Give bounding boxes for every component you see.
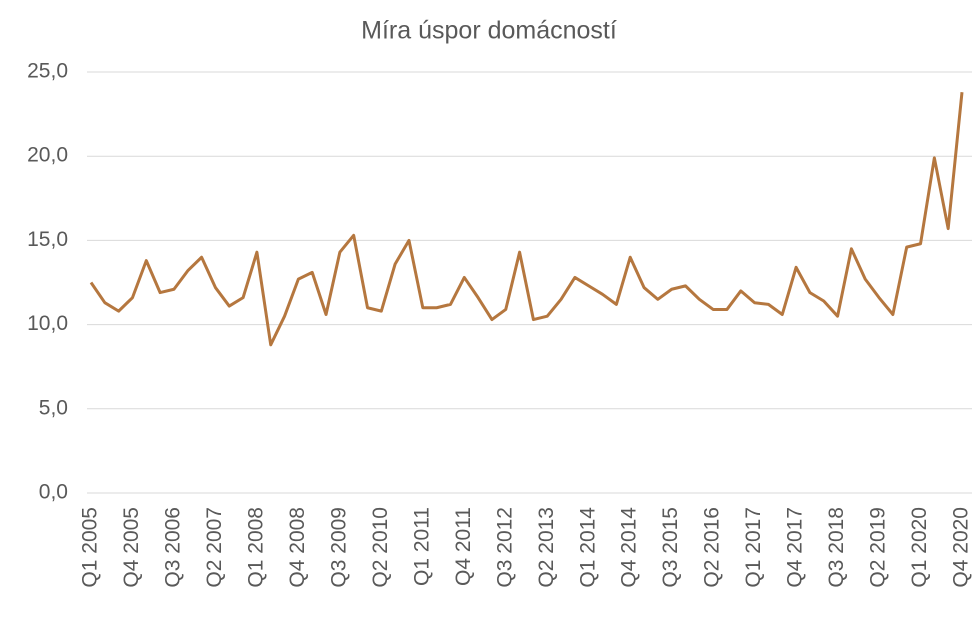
data-line bbox=[89, 92, 964, 347]
x-tick-label: Q3 2009 bbox=[327, 507, 350, 588]
y-tick-label: 25,0 bbox=[27, 60, 68, 83]
x-tick-label: Q3 2006 bbox=[161, 507, 184, 588]
x-tick-label: Q4 2005 bbox=[120, 507, 143, 588]
x-tick-label: Q4 2017 bbox=[784, 507, 807, 588]
x-tick-label: Q3 2012 bbox=[493, 507, 516, 588]
x-tick-label: Q1 2011 bbox=[410, 507, 433, 586]
x-tick-label: Q2 2013 bbox=[535, 507, 558, 588]
x-tick-label: Q2 2019 bbox=[867, 507, 890, 588]
x-tick-label: Q2 2016 bbox=[701, 507, 724, 588]
y-tick-label: 5,0 bbox=[39, 396, 68, 419]
x-tick-label: Q4 2014 bbox=[618, 507, 641, 588]
x-tick-label: Q4 2020 bbox=[950, 507, 973, 588]
x-tick-label: Q1 2017 bbox=[742, 507, 765, 588]
y-tick-label: 15,0 bbox=[27, 228, 68, 251]
chart-title: Míra úspor domácností bbox=[361, 17, 617, 45]
y-tick-label: 10,0 bbox=[27, 312, 68, 335]
x-tick-label: Q2 2007 bbox=[203, 507, 226, 588]
x-tick-label: Q1 2005 bbox=[79, 507, 102, 588]
y-tick-label: 0,0 bbox=[39, 481, 68, 504]
y-tick-label: 20,0 bbox=[27, 144, 68, 167]
x-tick-label: Q1 2020 bbox=[908, 507, 931, 588]
x-tick-label: Q3 2015 bbox=[659, 507, 682, 588]
x-tick-label: Q1 2008 bbox=[244, 507, 267, 588]
x-tick-label: Q2 2010 bbox=[369, 507, 392, 588]
x-tick-label: Q1 2014 bbox=[576, 507, 599, 588]
x-tick-label: Q4 2008 bbox=[286, 507, 309, 588]
x-tick-label: Q3 2018 bbox=[825, 507, 848, 588]
x-tick-label: Q4 2011 bbox=[452, 507, 475, 586]
